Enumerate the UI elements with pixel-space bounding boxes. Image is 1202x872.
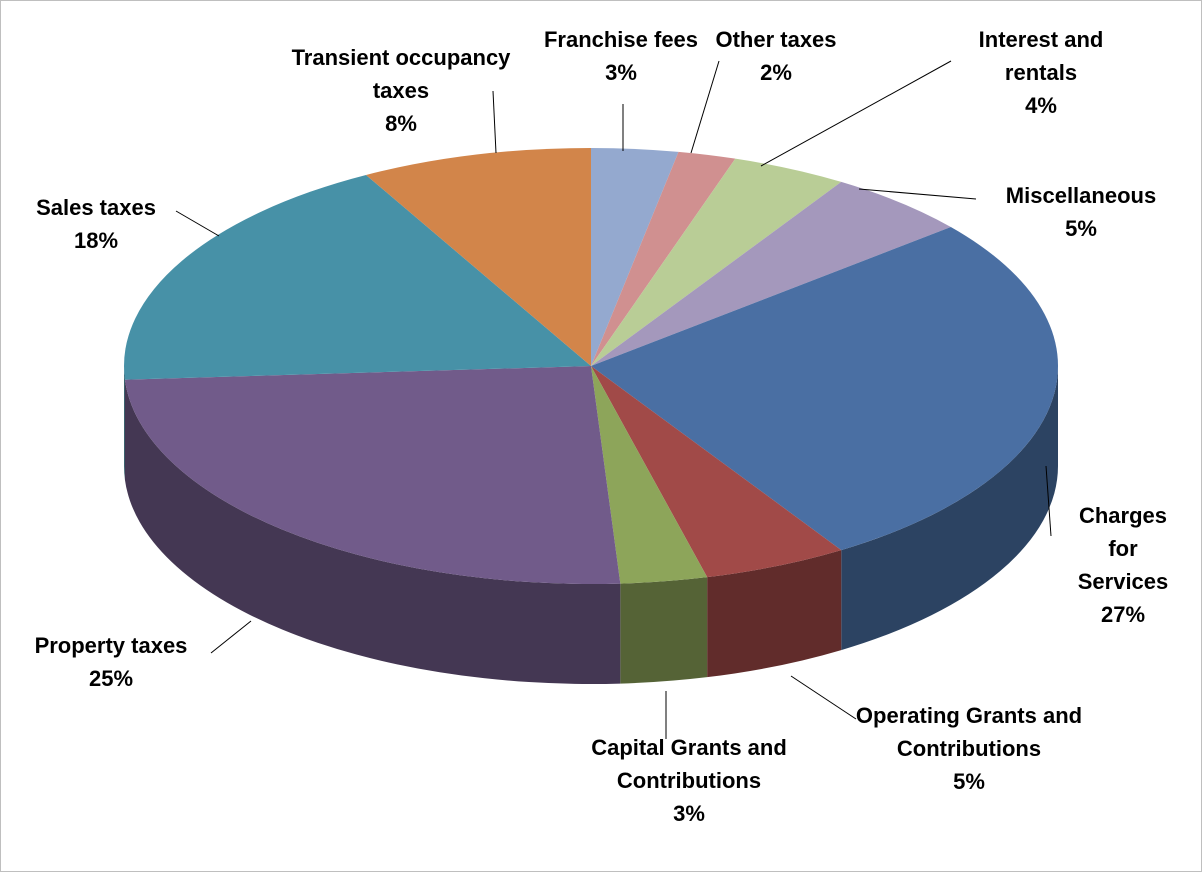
slice bbox=[366, 148, 591, 366]
leader-line bbox=[760, 60, 952, 167]
data-label: Transient occupancy taxes 8% bbox=[281, 41, 521, 140]
value-label: 8% bbox=[385, 111, 417, 136]
slice bbox=[591, 366, 708, 584]
data-label: Other taxes 2% bbox=[686, 23, 866, 89]
leader-line bbox=[1045, 465, 1052, 537]
slice-side bbox=[707, 550, 842, 678]
slice bbox=[591, 366, 842, 578]
data-label: Property taxes 25% bbox=[1, 629, 221, 695]
slice-side bbox=[124, 366, 125, 480]
data-label: Interest and rentals 4% bbox=[946, 23, 1136, 122]
slice-side bbox=[124, 379, 621, 685]
category-label: Miscellaneous bbox=[1005, 183, 1157, 208]
leader-line bbox=[492, 90, 497, 154]
value-label: 5% bbox=[953, 769, 985, 794]
slice-side bbox=[841, 366, 1058, 651]
data-label: Capital Grants and Contributions 3% bbox=[589, 731, 789, 830]
data-label: Operating Grants and Contributions 5% bbox=[849, 699, 1089, 798]
slice bbox=[591, 151, 736, 366]
leader-line bbox=[210, 620, 252, 654]
category-label: Transient occupancy taxes bbox=[291, 45, 511, 103]
slice bbox=[591, 148, 679, 366]
value-label: 3% bbox=[673, 801, 705, 826]
leader-line bbox=[175, 210, 220, 237]
slice bbox=[124, 174, 591, 380]
category-label: Property taxes bbox=[34, 633, 188, 658]
slice bbox=[124, 366, 621, 584]
data-label: Charges for Services 27% bbox=[1068, 499, 1178, 631]
value-label: 18% bbox=[73, 228, 119, 253]
category-label: Interest and rentals bbox=[978, 27, 1104, 85]
leader-line bbox=[690, 60, 720, 154]
data-label: Sales taxes 18% bbox=[6, 191, 186, 257]
category-label: Franchise fees bbox=[543, 27, 699, 52]
value-label: 4% bbox=[1025, 93, 1057, 118]
leader-line bbox=[790, 675, 857, 720]
category-label: Sales taxes bbox=[36, 195, 156, 220]
slice bbox=[591, 227, 1058, 551]
category-label: Other taxes bbox=[715, 27, 837, 52]
value-label: 2% bbox=[760, 60, 792, 85]
value-label: 3% bbox=[605, 60, 637, 85]
slice-side bbox=[620, 577, 708, 684]
value-label: 25% bbox=[88, 666, 134, 691]
slice bbox=[591, 158, 842, 366]
category-label: Capital Grants and Contributions bbox=[591, 735, 787, 793]
leader-line bbox=[858, 188, 977, 200]
category-label: Operating Grants and Contributions bbox=[855, 703, 1083, 761]
value-label: 5% bbox=[1065, 216, 1097, 241]
data-label: Franchise fees 3% bbox=[521, 23, 721, 89]
category-label: Charges for Services bbox=[1077, 503, 1169, 594]
slice bbox=[591, 181, 951, 366]
data-label: Miscellaneous 5% bbox=[981, 179, 1181, 245]
value-label: 27% bbox=[1100, 602, 1146, 627]
